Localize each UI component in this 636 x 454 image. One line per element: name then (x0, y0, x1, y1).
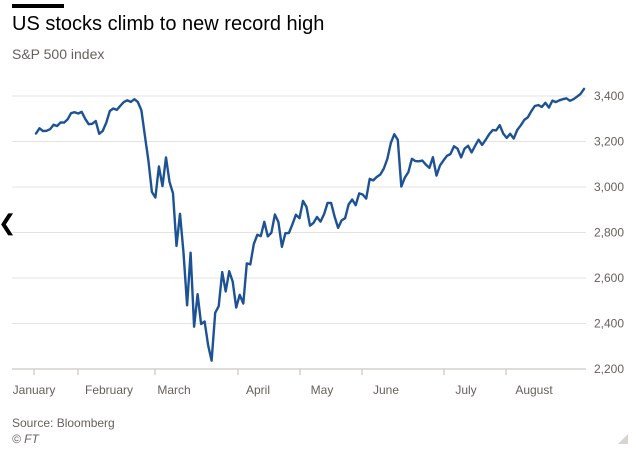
y-tick-label: 3,200 (594, 135, 624, 149)
series-line-sp500 (34, 87, 586, 362)
chart-title: US stocks climb to new record high (12, 13, 325, 35)
x-tick-label-august: August (515, 383, 553, 397)
y-axis-labels: 2,200 2,400 2,600 2,800 3,000 3,200 3,400 (594, 89, 624, 376)
y-tick-label: 2,200 (594, 362, 624, 376)
x-axis-ticks (33, 369, 507, 375)
y-tick-label: 3,400 (594, 89, 624, 103)
y-tick-label: 2,800 (594, 226, 624, 240)
resize-corner-icon (618, 434, 628, 444)
chevron-left-icon[interactable]: ❮ (0, 212, 16, 234)
x-tick-label-july: July (455, 383, 476, 397)
y-tick-label: 3,000 (594, 180, 624, 194)
y-tick-label: 2,400 (594, 317, 624, 331)
grid-lines (12, 95, 586, 370)
x-tick-label-april: April (246, 383, 270, 397)
x-tick-label-march: March (157, 383, 190, 397)
ft-credit: © FT (12, 432, 39, 446)
x-axis-labels: January February March April May June July Augu… (13, 383, 554, 397)
source-note: Source: Bloomberg (12, 416, 115, 430)
top-rule (12, 4, 64, 8)
y-tick-label: 2,600 (594, 271, 624, 285)
x-tick-label-february: February (85, 383, 133, 397)
x-tick-label-june: June (373, 383, 399, 397)
series-layer (34, 87, 586, 362)
x-tick-label-may: May (311, 383, 334, 397)
x-tick-label-january: January (13, 383, 56, 397)
chart-subtitle: S&P 500 index (12, 46, 105, 62)
